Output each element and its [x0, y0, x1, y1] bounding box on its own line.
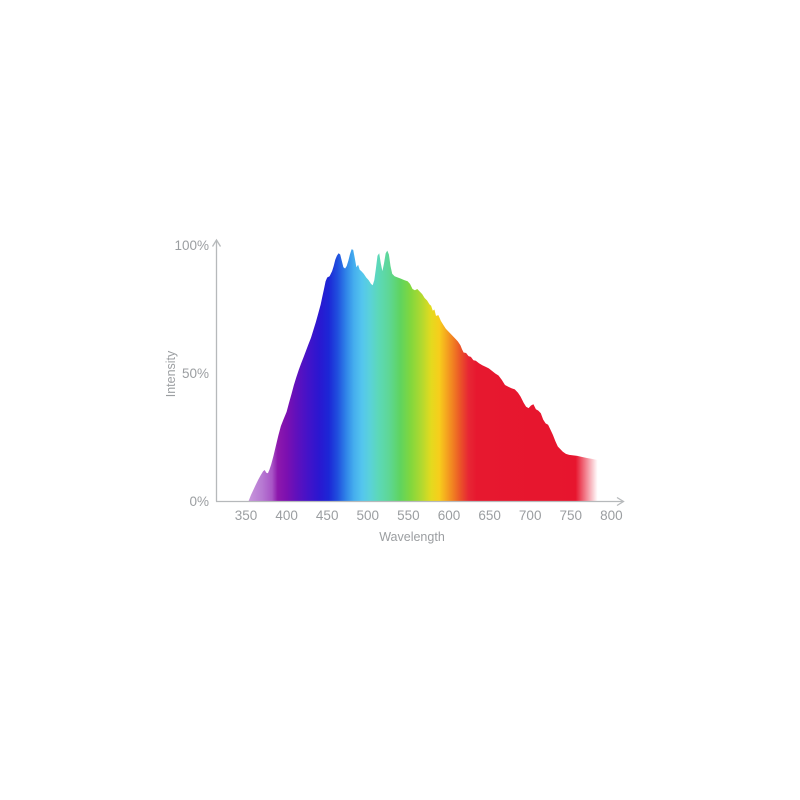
x-tick-label: 650 — [478, 508, 501, 523]
spectrum-area-series — [248, 249, 600, 502]
y-tick-label: 50% — [182, 366, 209, 381]
x-tick-label: 400 — [275, 508, 298, 523]
y-axis-tick-labels: 0% 50% 100% — [174, 238, 209, 509]
y-axis-arrow-icon — [211, 238, 222, 247]
x-tick-label: 700 — [519, 508, 542, 523]
chart-axes — [211, 238, 625, 507]
x-tick-label: 750 — [560, 508, 583, 523]
x-axis-title: Wavelength — [379, 530, 445, 544]
x-tick-label: 500 — [357, 508, 380, 523]
y-axis-title: Intensity — [164, 350, 178, 397]
x-axis-tick-labels: 350 400 450 500 550 600 650 700 750 800 — [235, 508, 623, 523]
y-tick-label: 100% — [174, 238, 209, 253]
y-tick-label: 0% — [189, 494, 209, 509]
x-tick-label: 600 — [438, 508, 461, 523]
x-tick-label: 350 — [235, 508, 258, 523]
x-tick-label: 550 — [397, 508, 420, 523]
x-tick-label: 800 — [600, 508, 623, 523]
x-axis-arrow-icon — [616, 496, 625, 507]
x-tick-label: 450 — [316, 508, 339, 523]
